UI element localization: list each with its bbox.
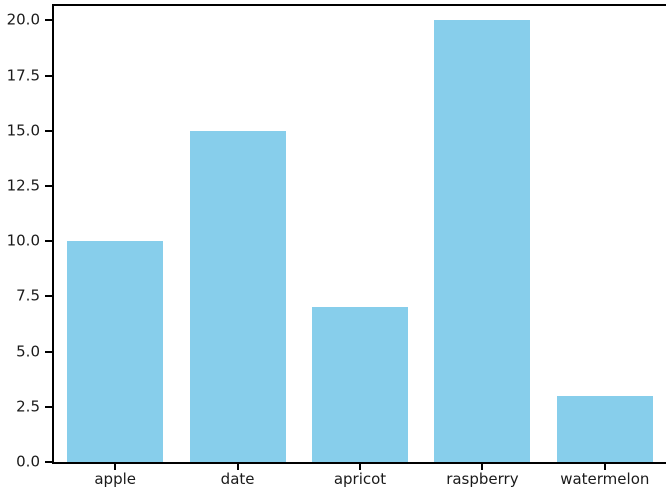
bar-watermelon	[556, 395, 653, 462]
bar-apricot	[312, 307, 408, 462]
y-tick-label: 5.0	[16, 342, 40, 361]
y-tick-label: 2.5	[16, 397, 40, 416]
y-tick-label: 7.5	[16, 286, 40, 305]
x-tick-mark	[236, 464, 239, 470]
y-tick-mark: 0.0	[16, 454, 52, 469]
y-tick-mark: 15.0	[7, 123, 52, 138]
y-tick-mark: 5.0	[16, 344, 52, 359]
y-tick-label: 20.0	[6, 10, 40, 29]
y-tick-label: 0.0	[16, 452, 40, 471]
bar-raspberry	[434, 20, 531, 462]
bar-apple	[67, 241, 164, 462]
y-tick-mark: 2.5	[16, 399, 52, 414]
plot-area: 0.0 2.5 5.0 7.5 10.0 12.5 15.0 17.5 20.0 apple da…	[7, 4, 666, 487]
y-tick-label: 10.0	[6, 231, 40, 250]
y-tick-mark: 10.0	[7, 233, 52, 248]
x-tick-mark	[481, 464, 484, 470]
x-tick-mark	[603, 464, 606, 470]
bar-date	[189, 130, 286, 462]
x-tick-mark	[359, 464, 361, 470]
x-tick-label-raspberry: raspberry	[446, 470, 519, 488]
y-tick-mark: 20.0	[7, 12, 52, 27]
y-tick-mark: 7.5	[16, 288, 52, 303]
y-tick-label: 17.5	[6, 66, 40, 85]
y-tick-label: 12.5	[6, 176, 40, 195]
x-tick-label-watermelon: watermelon	[560, 470, 650, 488]
x-tick-mark	[114, 464, 117, 470]
x-tick-label-apple: apple	[94, 470, 137, 488]
x-tick-label-apricot: apricot	[333, 470, 387, 488]
y-tick-mark: 12.5	[7, 178, 52, 193]
y-tick-label: 15.0	[6, 121, 40, 140]
y-tick-mark: 17.5	[7, 68, 52, 83]
x-tick-label-date: date	[220, 470, 255, 488]
